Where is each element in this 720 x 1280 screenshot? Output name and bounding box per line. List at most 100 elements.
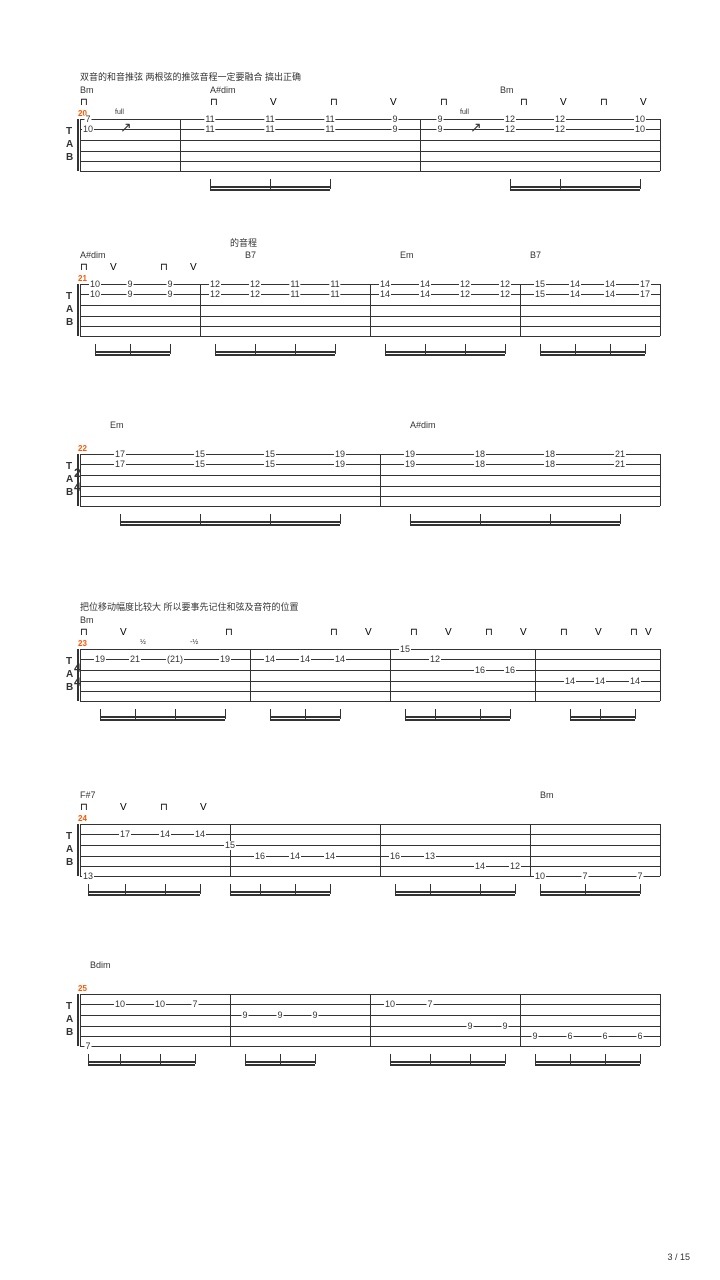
note-stem: [505, 1054, 506, 1064]
fret-number: 7: [84, 1042, 91, 1051]
tab-clef-icon: TAB: [66, 1000, 72, 1039]
tab-clef-icon: TAB: [66, 830, 72, 869]
barline: [80, 994, 81, 1046]
string-line: [80, 454, 660, 455]
beam-bar: [120, 524, 340, 526]
tab-clef-icon: TAB: [66, 655, 72, 694]
beam-group: [95, 344, 170, 356]
beam-bar: [230, 891, 330, 893]
string-line: [80, 506, 660, 507]
fret-number: 9: [531, 1032, 538, 1041]
fret-number: 15: [224, 841, 236, 850]
beam-group: [410, 514, 620, 526]
fret-number: 18: [544, 460, 556, 469]
stroke-mark: ⊓: [330, 97, 338, 108]
bend-row: ½-½: [80, 639, 660, 649]
stroke-mark: ⊓: [160, 802, 168, 813]
fret-number: 19: [219, 655, 231, 664]
bend-row: [80, 444, 660, 454]
beam-bar: [540, 894, 640, 896]
barline: [77, 454, 79, 506]
barline: [380, 824, 381, 876]
note-stem: [315, 1054, 316, 1064]
stroke-mark: ⊓: [600, 97, 608, 108]
tab-system: 把位移动幅度比较大 所以要事先记住和弦及音符的位置Bm⊓V⊓⊓V⊓V⊓V⊓V⊓V…: [80, 600, 660, 701]
beam-group: [215, 344, 335, 356]
barline: [80, 284, 81, 336]
chord-row: Bdim: [80, 960, 660, 972]
comment-text: 双音的和音推弦 两根弦的推弦音程一定要融合 搞出正确: [80, 70, 660, 83]
beam-bar: [215, 354, 335, 356]
chord-row: Bm: [80, 615, 660, 627]
stroke-mark: ⊓: [520, 97, 528, 108]
barline: [80, 119, 81, 171]
note-stem: [225, 709, 226, 719]
chord-label: Bdim: [90, 960, 111, 970]
chord-row: A#dimB7的音程EmB7: [80, 250, 660, 262]
fret-number: 11: [329, 290, 340, 299]
fret-number: 17: [114, 450, 126, 459]
fret-number: 13: [424, 852, 436, 861]
note-stem: [620, 514, 621, 524]
beam-group: [510, 179, 640, 191]
tab-staff: 23TAB441921(21)1914141415121616141414: [80, 649, 660, 701]
fret-number: 14: [419, 290, 431, 299]
string-line: [80, 701, 660, 702]
note-stem: [515, 884, 516, 894]
fret-number: 7: [84, 115, 91, 124]
stroke-mark: ⊓: [410, 627, 418, 638]
barline: [250, 649, 251, 701]
string-line: [80, 1046, 660, 1047]
beam-bar: [395, 894, 515, 896]
tab-system: A#dimB7的音程EmB7⊓V⊓V21TAB10109999121212121…: [80, 250, 660, 336]
measure-number: 22: [78, 444, 87, 453]
barline: [660, 119, 661, 171]
chord-row: BmA#dimBm: [80, 85, 660, 97]
string-line: [80, 464, 660, 465]
fret-number: 19: [334, 450, 346, 459]
barline: [80, 454, 81, 506]
stroke-mark: V: [120, 627, 127, 638]
chord-label: Bm: [500, 85, 514, 95]
beam-group: [100, 709, 225, 721]
stroke-mark: ⊓: [80, 802, 88, 813]
fret-number: 12: [209, 280, 221, 289]
fret-number: 14: [474, 862, 486, 871]
fret-number: 7: [636, 872, 643, 881]
bend-label: ½: [140, 639, 146, 646]
stroke-mark: ⊓: [630, 627, 638, 638]
stroke-mark: ⊓: [80, 97, 88, 108]
string-line: [80, 649, 660, 650]
chord-label: B7: [530, 250, 541, 260]
fret-number: 19: [404, 460, 416, 469]
beam-group: [270, 709, 340, 721]
tab-staff: 22TAB2417171515151519191919181818182121: [80, 454, 660, 506]
stroke-mark: V: [640, 97, 647, 108]
string-line: [80, 171, 660, 172]
beam-bar: [510, 186, 640, 188]
beam-bar: [540, 891, 640, 893]
chord-label: Em: [400, 250, 414, 260]
barline: [380, 454, 381, 506]
fret-number: 14: [419, 280, 431, 289]
beam-bar: [405, 716, 510, 718]
stroke-row: ⊓V⊓V: [80, 262, 660, 274]
stroke-mark: ⊓: [225, 627, 233, 638]
stroke-mark: ⊓: [80, 262, 88, 273]
chord-label: F#7: [80, 790, 96, 800]
measure-number: 24: [78, 814, 87, 823]
stroke-mark: V: [365, 627, 372, 638]
beam-bar: [535, 1064, 640, 1066]
beam-bar: [535, 1061, 640, 1063]
fret-number: 15: [194, 450, 206, 459]
stroke-mark: ⊓: [210, 97, 218, 108]
fret-number: 9: [311, 1011, 318, 1020]
barline: [80, 649, 81, 701]
fret-number: 6: [636, 1032, 643, 1041]
fret-number: 12: [459, 290, 471, 299]
chord-label: A#dim: [80, 250, 106, 260]
bend-row: fullfull↗↗: [80, 109, 660, 119]
fret-number: 7: [191, 1000, 198, 1009]
fret-number: 12: [509, 862, 521, 871]
barline: [180, 119, 181, 171]
